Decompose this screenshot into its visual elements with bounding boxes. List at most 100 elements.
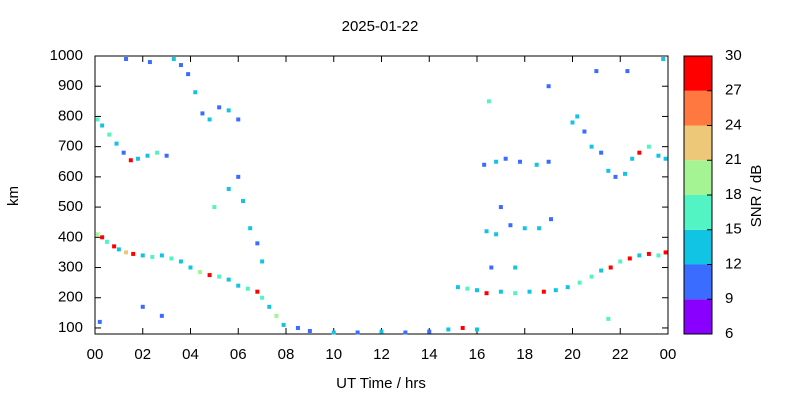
data-point [260,259,265,264]
data-point [95,232,100,237]
data-point [207,273,212,278]
data-point [475,327,479,332]
data-point [217,274,222,279]
data-point [575,114,580,119]
data-point [274,313,279,318]
data-point [527,289,532,294]
data-point [95,117,100,122]
data-point [260,295,265,300]
y-tick-label: 400 [58,228,83,245]
data-point [159,313,164,318]
data-point [236,283,241,288]
data-point [226,186,231,191]
data-point [150,254,155,259]
data-point [155,150,160,155]
data-point [541,289,546,294]
data-point [646,144,651,149]
data-point [267,304,272,309]
x-tick-label: 00 [660,346,677,363]
y-tick-label: 800 [58,107,83,124]
data-point [200,111,205,116]
colorbar-tick-label: 9 [725,290,733,307]
y-tick-label: 700 [58,138,83,155]
x-tick-label: 06 [230,346,247,363]
y-tick-label: 500 [58,198,83,215]
data-point [582,129,587,134]
y-tick-label: 1000 [50,47,83,64]
data-point [171,57,176,62]
data-point [186,72,191,77]
data-point [594,69,599,74]
colorbar-tick-label: 6 [725,325,733,342]
data-point [107,132,112,137]
data-point [131,251,136,256]
data-point [549,217,554,222]
data-point [446,327,451,332]
data-point [226,108,231,113]
data-point [599,150,604,155]
data-point [124,250,129,255]
colorbar-tick-label: 24 [725,116,742,133]
data-point [489,265,494,270]
x-tick-label: 10 [325,346,342,363]
data-point [618,259,623,264]
colorbar-segment [684,160,712,195]
data-point [140,253,145,258]
data-point [546,159,551,164]
x-tick-label: 14 [421,346,438,363]
colorbar-segment [684,195,712,230]
data-point [100,235,105,240]
data-point [128,158,133,163]
colorbar-segment [684,125,712,161]
x-tick-label: 18 [516,346,533,363]
data-point [494,232,499,237]
data-point [255,289,260,294]
data-point [623,171,628,176]
data-point [135,156,140,161]
data-point [198,270,203,275]
data-point [475,288,479,293]
data-point [494,159,499,164]
data-point [355,330,360,335]
chart-title: 2025-01-22 [342,18,419,35]
data-point [630,156,635,161]
data-point [112,244,117,249]
x-tick-label: 12 [373,346,390,363]
data-point [121,150,126,155]
data-point [503,156,508,161]
data-point [656,153,661,158]
y-tick-label: 300 [58,258,83,275]
data-point [482,162,487,167]
y-tick-label: 200 [58,289,83,306]
data-point [379,329,384,334]
data-point [546,84,551,89]
data-point [460,325,465,330]
colorbar-tick-label: 12 [725,255,742,272]
x-tick-label: 04 [182,346,199,363]
data-point [606,316,611,321]
data-point [331,330,336,335]
data-point [116,247,121,252]
data-point [508,223,513,228]
x-tick-label: 16 [469,346,486,363]
data-point [124,57,129,62]
data-point [281,322,286,327]
data-point [537,226,542,231]
data-point [178,63,183,68]
data-point [147,60,152,65]
data-point [226,277,231,282]
data-point [455,285,460,290]
data-point [248,226,253,231]
data-point [100,123,105,128]
data-point [104,239,109,244]
x-tick-label: 20 [564,346,581,363]
data-point [663,156,668,161]
data-point [255,241,260,246]
data-point [517,159,522,164]
data-point [484,229,489,234]
data-point [169,256,174,261]
data-point [663,250,668,255]
y-tick-label: 600 [58,168,83,185]
data-point [565,285,570,290]
data-point [637,253,642,258]
